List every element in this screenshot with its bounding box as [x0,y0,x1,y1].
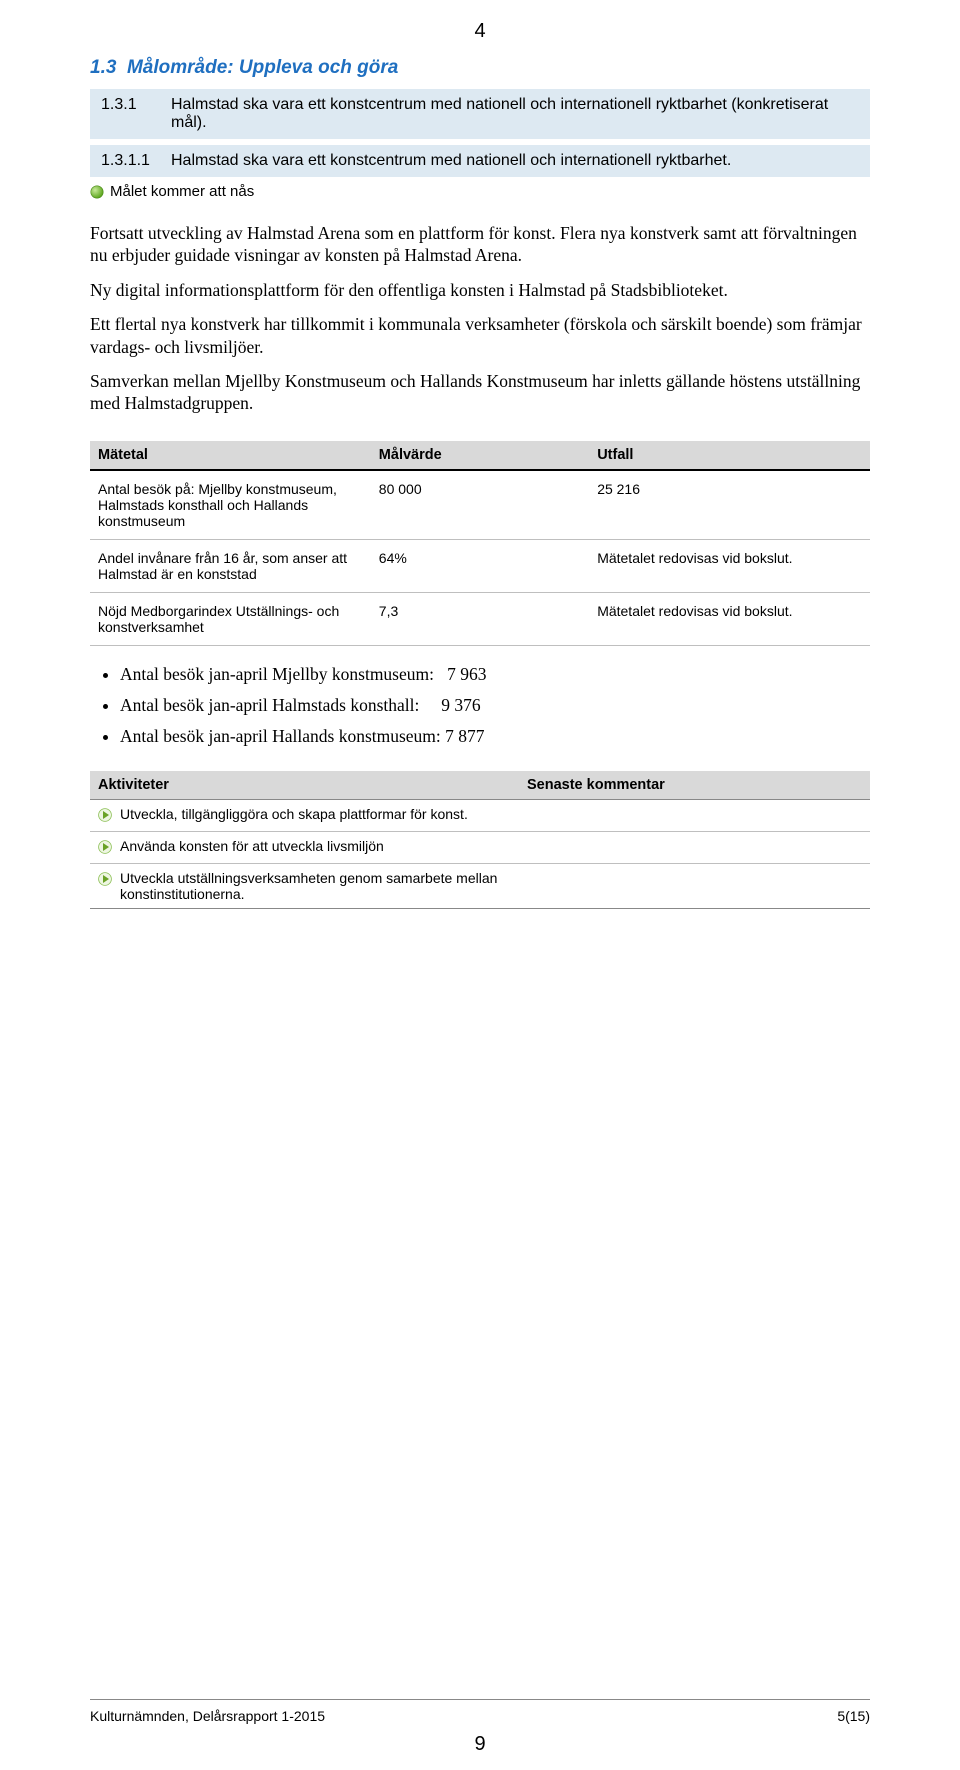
subgoal-row: 1.3.1.1 Halmstad ska vara ett konstcentr… [90,145,870,177]
activity-comment [519,863,870,908]
metric-outcome: 25 216 [589,470,870,540]
goal-number: 1.3.1 [100,95,170,133]
metric-outcome: Mätetalet redovisas vid bokslut. [589,592,870,645]
metric-target: 7,3 [371,592,589,645]
paragraph: Fortsatt utveckling av Halmstad Arena so… [90,222,870,267]
footer: Kulturnämnden, Delårsrapport 1-2015 5(15… [90,1708,870,1724]
activities-table: Aktiviteter Senaste kommentar Utveckla, … [90,771,870,909]
list-item: Antal besök jan-april Halmstads konsthal… [120,695,870,716]
activity-text: Utveckla utställningsverksamheten genom … [120,870,511,902]
section-heading: 1.3 Målområde: Uppleva och göra [90,57,870,79]
table-row: Antal besök på: Mjellby konstmuseum, Hal… [90,470,870,540]
page: 4 1.3 Målområde: Uppleva och göra 1.3.1 … [0,0,960,1770]
activity-comment [519,799,870,831]
table-row: Använda konsten för att utveckla livsmil… [90,831,870,863]
goal-row: 1.3.1 Halmstad ska vara ett konstcentrum… [90,89,870,139]
footer-left: Kulturnämnden, Delårsrapport 1-2015 [90,1708,325,1724]
status-label: Målet kommer att nås [110,183,254,200]
table-row: Andel invånare från 16 år, som anser att… [90,539,870,592]
table-header-row: Mätetal Målvärde Utfall [90,441,870,470]
metric-name: Antal besök på: Mjellby konstmuseum, Hal… [90,470,371,540]
paragraph: Ett flertal nya konstverk har tillkommit… [90,313,870,358]
status-dot-icon [90,185,104,199]
paragraph: Ny digital informationsplattform för den… [90,279,870,301]
bullet-list: Antal besök jan-april Mjellby konstmuseu… [120,664,870,747]
arrow-icon [98,872,114,889]
activity-comment [519,831,870,863]
arrow-icon [98,808,114,825]
activity-text: Använda konsten för att utveckla livsmil… [120,838,511,854]
paragraph: Samverkan mellan Mjellby Konstmuseum och… [90,370,870,415]
col-header: Utfall [589,441,870,470]
subgoal-number: 1.3.1.1 [100,151,170,171]
col-header: Målvärde [371,441,589,470]
arrow-icon [98,840,114,857]
list-item: Antal besök jan-april Mjellby konstmuseu… [120,664,870,685]
subgoal-text: Halmstad ska vara ett konstcentrum med n… [170,151,860,171]
table-header-row: Aktiviteter Senaste kommentar [90,771,870,800]
status-line: Målet kommer att nås [90,183,870,200]
page-number-top: 4 [90,20,870,43]
col-header: Aktiviteter [90,771,519,800]
metric-target: 80 000 [371,470,589,540]
metrics-table: Mätetal Målvärde Utfall Antal besök på: … [90,441,870,646]
heading-number: 1.3 [90,57,116,78]
heading-text: Målområde: Uppleva och göra [127,57,398,78]
col-header: Senaste kommentar [519,771,870,800]
table-row: Utveckla, tillgängliggöra och skapa plat… [90,799,870,831]
table-row: Utveckla utställningsverksamheten genom … [90,863,870,908]
list-item: Antal besök jan-april Hallands konstmuse… [120,726,870,747]
metric-outcome: Mätetalet redovisas vid bokslut. [589,539,870,592]
activity-text: Utveckla, tillgängliggöra och skapa plat… [120,806,511,822]
page-number-bottom: 9 [0,1733,960,1756]
metric-target: 64% [371,539,589,592]
table-row: Nöjd Medborgarindex Utställnings- och ko… [90,592,870,645]
footer-right: 5(15) [837,1708,870,1724]
col-header: Mätetal [90,441,371,470]
metric-name: Andel invånare från 16 år, som anser att… [90,539,371,592]
metric-name: Nöjd Medborgarindex Utställnings- och ko… [90,592,371,645]
goal-text: Halmstad ska vara ett konstcentrum med n… [170,95,860,133]
footer-rule [90,1699,870,1700]
